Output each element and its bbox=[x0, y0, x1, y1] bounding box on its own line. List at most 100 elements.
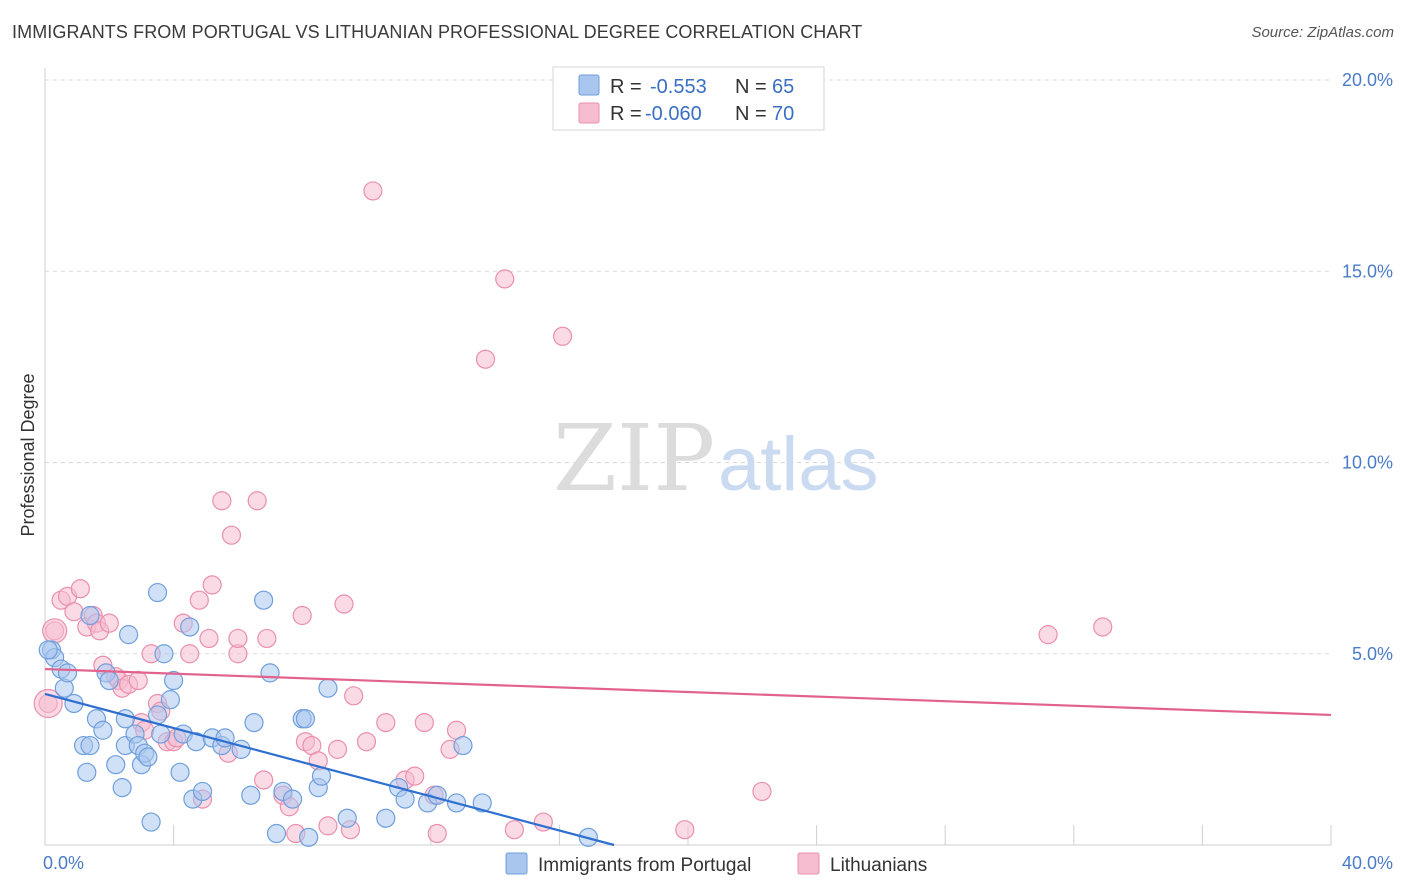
watermark-atlas: atlas bbox=[718, 422, 879, 507]
point-lithuanians bbox=[202, 575, 222, 595]
point-portugal bbox=[106, 755, 126, 775]
point-lithuanians bbox=[414, 712, 434, 733]
point-lithuanians bbox=[247, 491, 267, 511]
point-portugal bbox=[260, 663, 280, 683]
point-portugal bbox=[231, 739, 251, 759]
point-lithuanians bbox=[99, 613, 119, 633]
point-portugal bbox=[38, 640, 58, 660]
point-portugal bbox=[57, 663, 78, 683]
series-portugal bbox=[38, 582, 598, 847]
point-lithuanians bbox=[405, 766, 425, 786]
point-lithuanians bbox=[189, 590, 209, 610]
point-portugal bbox=[472, 793, 492, 813]
point-lithuanians bbox=[1093, 617, 1113, 637]
point-portugal bbox=[266, 823, 287, 844]
point-lithuanians bbox=[228, 628, 248, 649]
bottom-legend: Immigrants from Portugal Lithuanians bbox=[505, 852, 927, 876]
point-lithuanians bbox=[327, 739, 348, 759]
legend-r-value-1: -0.553 bbox=[650, 76, 707, 98]
point-portugal bbox=[395, 789, 415, 809]
point-lithuanians bbox=[70, 579, 90, 599]
point-lithuanians bbox=[180, 644, 200, 664]
point-lithuanians bbox=[128, 670, 148, 691]
point-lithuanians bbox=[1038, 625, 1058, 645]
trend-line-portugal bbox=[44, 692, 615, 847]
point-portugal bbox=[170, 762, 190, 782]
point-lithuanians bbox=[356, 732, 377, 752]
point-portugal bbox=[80, 735, 100, 756]
bottom-legend-swatch-portugal bbox=[505, 852, 528, 875]
y-tick-label: 10.0% bbox=[1342, 453, 1393, 473]
point-lithuanians bbox=[376, 712, 396, 733]
x-tick-labels: 0.0% 40.0% bbox=[43, 853, 1393, 873]
bottom-legend-label-portugal: Immigrants from Portugal bbox=[538, 855, 751, 876]
point-portugal bbox=[160, 690, 180, 710]
point-portugal bbox=[141, 812, 161, 832]
point-portugal bbox=[154, 644, 174, 664]
point-lithuanians bbox=[42, 618, 68, 644]
point-portugal bbox=[151, 724, 171, 744]
point-portugal bbox=[192, 781, 213, 802]
legend-swatch-lithuanians bbox=[578, 102, 600, 124]
point-lithuanians bbox=[363, 181, 383, 201]
point-lithuanians bbox=[334, 594, 354, 614]
trend-lines bbox=[44, 667, 1332, 847]
trend-line-lithuanians bbox=[44, 667, 1332, 717]
point-lithuanians bbox=[504, 820, 524, 840]
legend-n-label-2: N = bbox=[735, 103, 767, 125]
point-lithuanians bbox=[64, 602, 84, 622]
point-lithuanians bbox=[675, 820, 695, 840]
point-lithuanians bbox=[475, 349, 496, 369]
y-tick-label: 20.0% bbox=[1342, 70, 1393, 90]
x-tick-label-min: 0.0% bbox=[43, 853, 84, 873]
point-lithuanians bbox=[318, 816, 338, 836]
point-lithuanians bbox=[254, 770, 274, 790]
point-portugal bbox=[93, 720, 113, 740]
source-label: Source: ZipAtlas.com bbox=[1251, 24, 1394, 41]
legend-n-value-2: 70 bbox=[772, 103, 794, 125]
y-axis-label: Professional Degree bbox=[18, 373, 38, 536]
watermark: ZIP atlas bbox=[553, 405, 879, 512]
point-portugal bbox=[80, 605, 100, 626]
point-lithuanians bbox=[752, 781, 772, 802]
watermark-zip: ZIP bbox=[553, 405, 715, 512]
point-lithuanians bbox=[292, 605, 312, 626]
y-tick-label: 15.0% bbox=[1342, 261, 1393, 281]
point-portugal bbox=[147, 582, 168, 603]
point-lithuanians bbox=[344, 686, 364, 706]
point-lithuanians bbox=[221, 525, 242, 545]
legend-r-label-2: R = bbox=[610, 103, 642, 125]
point-portugal bbox=[254, 590, 274, 610]
x-tick-label-max: 40.0% bbox=[1342, 853, 1393, 873]
grid-lines bbox=[45, 79, 1331, 655]
y-tick-label: 5.0% bbox=[1352, 644, 1393, 664]
legend: R = -0.553 N = 65 R = -0.060 N = 70 bbox=[552, 66, 825, 131]
point-lithuanians bbox=[553, 326, 573, 346]
point-portugal bbox=[77, 762, 97, 782]
point-portugal bbox=[337, 808, 357, 828]
point-lithuanians bbox=[212, 491, 232, 511]
point-portugal bbox=[118, 625, 139, 645]
point-portugal bbox=[318, 678, 338, 698]
legend-r-value-2: -0.060 bbox=[645, 103, 702, 125]
legend-swatch-portugal bbox=[578, 74, 600, 96]
point-portugal bbox=[299, 827, 319, 847]
chart-title: IMMIGRANTS FROM PORTUGAL VS LITHUANIAN P… bbox=[12, 22, 863, 42]
point-portugal bbox=[376, 808, 396, 828]
legend-n-value-1: 65 bbox=[772, 76, 794, 98]
legend-r-label-1: R = bbox=[610, 76, 642, 98]
point-portugal bbox=[295, 709, 316, 729]
legend-n-label-1: N = bbox=[735, 76, 767, 98]
point-portugal bbox=[282, 789, 303, 809]
point-lithuanians bbox=[495, 269, 515, 289]
point-portugal bbox=[112, 778, 132, 798]
point-portugal bbox=[244, 712, 264, 733]
point-portugal bbox=[164, 670, 184, 691]
y-tick-labels: 5.0% 10.0% 15.0% 20.0% bbox=[1342, 70, 1393, 664]
point-lithuanians bbox=[199, 628, 219, 649]
point-portugal bbox=[99, 670, 119, 691]
point-lithuanians bbox=[427, 823, 447, 844]
bottom-legend-label-lithuanians: Lithuanians bbox=[830, 855, 927, 876]
bottom-legend-swatch-lithuanians bbox=[797, 852, 820, 875]
